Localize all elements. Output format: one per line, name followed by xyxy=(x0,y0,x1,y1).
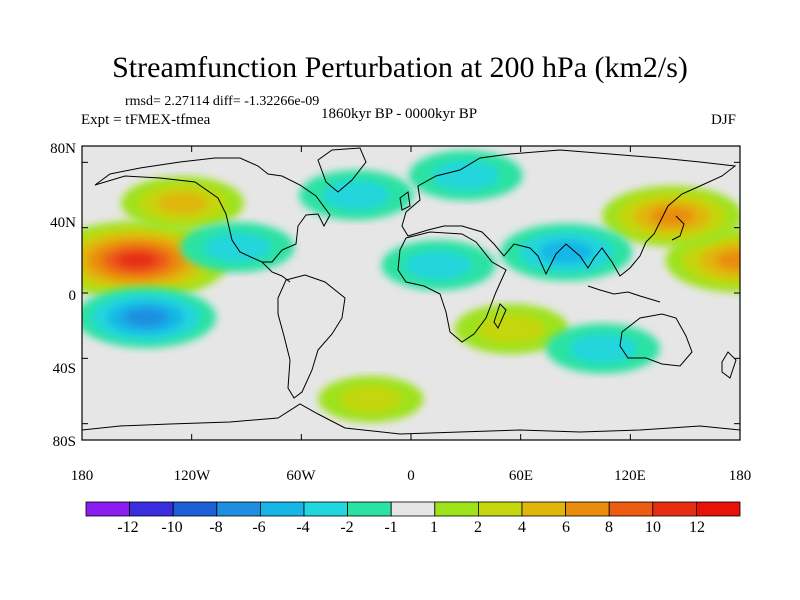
colorbar-tick-label: -2 xyxy=(340,519,354,536)
coastline-australia xyxy=(619,313,693,367)
anomaly-center xyxy=(318,375,424,423)
colorbar-tick-label: 6 xyxy=(562,519,570,536)
anomaly-center xyxy=(454,303,569,354)
anomaly-band xyxy=(322,180,390,210)
colorbar-swatch xyxy=(434,501,479,517)
anomaly-center xyxy=(121,176,244,230)
colorbar-tick-label: 2 xyxy=(474,519,482,536)
anomaly-band xyxy=(478,314,545,344)
colorbar-tick-label: -1 xyxy=(384,519,398,536)
anomaly-center xyxy=(545,323,660,374)
lat-tick-label: 0 xyxy=(68,288,77,304)
season-label: DJF xyxy=(711,112,737,128)
colorbar-tick-label: -12 xyxy=(117,519,139,536)
anomaly-band xyxy=(116,251,158,269)
lat-tick-label: 80S xyxy=(52,434,76,450)
colorbar-swatch xyxy=(172,501,218,517)
coastline-japan xyxy=(671,215,685,241)
anomaly-band xyxy=(650,206,695,226)
anomaly-band xyxy=(123,307,169,328)
colorbar-swatch xyxy=(652,501,697,517)
lon-tick-label: 180 xyxy=(70,468,94,484)
lat-tick-label: 40S xyxy=(52,361,76,377)
colorbar-swatch xyxy=(390,501,436,517)
coastline-indonesia xyxy=(587,285,661,303)
lon-tick-label: 60W xyxy=(286,468,316,484)
colorbar-tick-label: 4 xyxy=(518,519,526,536)
colorbar-swatch xyxy=(521,501,566,517)
colorbar-tick-label: 8 xyxy=(605,519,613,536)
chart-title: Streamfunction Perturbation at 200 hPa (… xyxy=(112,51,688,84)
colorbar-tick-label: -10 xyxy=(161,519,183,536)
lon-tick-label: 60E xyxy=(508,468,534,484)
colorbar-swatch xyxy=(303,501,348,517)
lon-tick-label: 120W xyxy=(173,468,211,484)
anomaly-band xyxy=(405,250,472,280)
experiment-label: Expt = tFMEX-tfmea xyxy=(81,112,211,128)
anomaly-center xyxy=(408,150,523,201)
colorbar-tick-label: -6 xyxy=(252,519,266,536)
anomaly-center xyxy=(602,185,740,247)
coastline-africa xyxy=(397,231,507,343)
period-label: 1860kyr BP - 0000kyr BP xyxy=(321,106,478,122)
anomaly-band xyxy=(539,240,594,264)
coastline-madagascar xyxy=(493,303,507,330)
colorbar-tick-label: -8 xyxy=(209,519,223,536)
colorbar-swatch xyxy=(608,501,654,517)
colorbar-swatch xyxy=(347,501,392,517)
anomaly-center xyxy=(299,170,414,220)
anomaly-center xyxy=(82,287,217,348)
colorbar-swatch xyxy=(216,501,261,517)
coastline-north-america xyxy=(94,157,331,263)
anomaly-band xyxy=(432,160,500,190)
colorbar xyxy=(85,501,741,517)
anomaly-band xyxy=(340,385,402,413)
lat-tick-label: 40N xyxy=(50,215,76,231)
colorbar-swatch xyxy=(565,501,610,517)
axis-ticks xyxy=(81,146,741,440)
colorbar-tick-label: 10 xyxy=(645,519,661,536)
colorbar-swatch xyxy=(477,501,523,517)
colorbar-tick-label: -4 xyxy=(296,519,310,536)
coastline-south-america xyxy=(277,274,346,399)
colorbar-swatch xyxy=(696,501,741,517)
colorbar-tick-label: 1 xyxy=(430,519,438,536)
lon-tick-label: 0 xyxy=(407,468,415,484)
anomaly-center xyxy=(381,240,496,291)
coastline-eurasia xyxy=(401,149,737,277)
lat-tick-label: 80N xyxy=(50,141,76,157)
coastline-greenland xyxy=(317,147,367,193)
lon-tick-label: 180 xyxy=(728,468,752,484)
coastline-central-america xyxy=(261,261,291,283)
anomaly-band xyxy=(569,333,637,364)
stats-label: rmsd= 2.27114 diff= -1.32266e-09 xyxy=(125,94,320,109)
anomaly-center xyxy=(500,223,633,281)
coastline-uk xyxy=(399,191,411,211)
lon-tick-label: 120E xyxy=(614,468,646,484)
colorbar-swatch xyxy=(85,501,130,517)
colorbar-swatch xyxy=(129,501,174,517)
anomaly-band xyxy=(157,192,208,215)
coastline-new-zealand xyxy=(721,351,737,379)
colorbar-swatch xyxy=(259,501,305,517)
colorbar-tick-label: 12 xyxy=(689,519,705,536)
coastlines xyxy=(82,147,740,435)
anomaly-band xyxy=(716,250,740,271)
anomaly-fields xyxy=(82,150,740,423)
coastline-antarctica xyxy=(82,403,740,435)
